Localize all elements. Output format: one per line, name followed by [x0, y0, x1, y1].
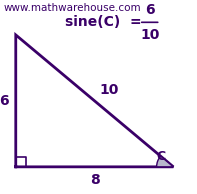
Text: 10: 10: [100, 83, 119, 97]
Wedge shape: [157, 156, 173, 167]
Text: 6: 6: [0, 94, 9, 108]
Text: 10: 10: [140, 28, 159, 42]
Polygon shape: [16, 35, 173, 167]
Text: 6: 6: [145, 3, 154, 17]
Text: C: C: [156, 150, 165, 163]
Text: 8: 8: [90, 173, 99, 187]
Text: sine(C)  =: sine(C) =: [65, 15, 142, 29]
Text: www.mathwarehouse.com: www.mathwarehouse.com: [4, 3, 142, 13]
